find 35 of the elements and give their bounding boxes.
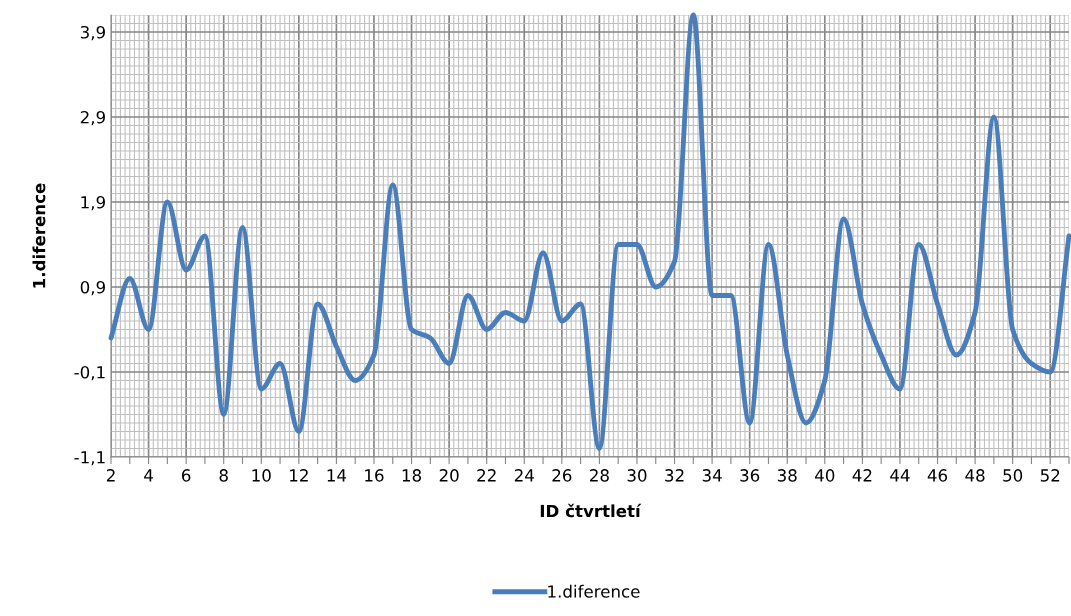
x-tick-label: 26 (552, 469, 572, 482)
x-tick-label: 12 (290, 469, 308, 482)
x-tick-label: 32 (665, 469, 684, 482)
x-tick-label: 14 (327, 469, 347, 482)
x-tick-label: 6 (182, 469, 191, 482)
x-tick-label: 48 (965, 469, 985, 482)
x-tick-label: 2 (106, 469, 115, 482)
x-tick-label: 42 (852, 469, 872, 482)
x-tick-label: 34 (702, 469, 722, 482)
y-tick-label: -1,1 (74, 451, 105, 466)
x-axis-title: ID čtvrtletí (540, 503, 642, 518)
y-tick-label: 3,9 (80, 25, 105, 41)
x-tick-label: 22 (477, 469, 496, 482)
y-axis-title: 1.diference (32, 183, 46, 288)
x-tick-label: 20 (439, 469, 459, 482)
x-tick-label: 38 (777, 469, 797, 482)
x-tick-label: 36 (740, 469, 760, 482)
x-tick-label: 46 (927, 469, 948, 482)
x-tick-label: 10 (252, 469, 271, 482)
x-tick-label: 24 (514, 469, 534, 482)
x-tick-label: 50 (1003, 469, 1023, 482)
x-tick-label: 4 (144, 469, 153, 482)
x-tick-label: 28 (590, 469, 609, 482)
y-tick-label: -0,1 (74, 365, 105, 381)
legend-label: 1.diference (548, 584, 640, 598)
x-tick-label: 18 (402, 469, 422, 482)
x-tick-label: 16 (365, 469, 384, 482)
x-tick-label: 30 (627, 469, 647, 482)
x-tick-label: 52 (1040, 469, 1060, 482)
x-tick-label: 8 (219, 469, 228, 482)
x-tick-label: 44 (890, 469, 910, 482)
x-tick-label: 40 (815, 469, 835, 482)
y-tick-label: 0,9 (80, 280, 105, 296)
y-tick-label: 1,9 (81, 195, 105, 211)
y-tick-label: 2,9 (80, 110, 105, 126)
